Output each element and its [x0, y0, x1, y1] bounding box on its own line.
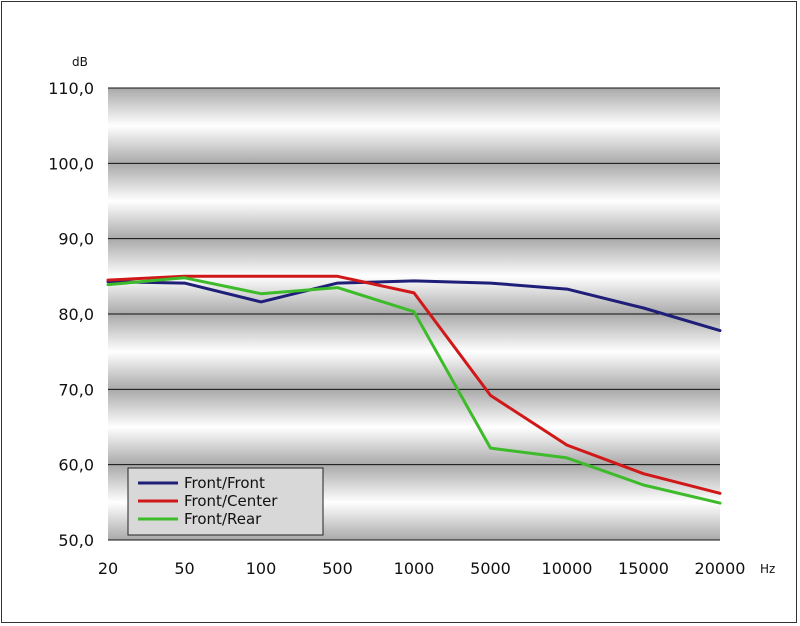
- legend: Front/Front Front/Center Front/Rear: [127, 467, 324, 536]
- x-tick-label: 20: [98, 559, 118, 578]
- plot-band: [108, 163, 720, 239]
- y-tick-label: 90,0: [58, 230, 94, 249]
- series-line-front-front: [106, 279, 722, 333]
- x-tick-label: 10000: [542, 559, 593, 578]
- y-axis-label: dB: [72, 55, 88, 69]
- x-tick-label: 5000: [470, 559, 511, 578]
- x-tick-label: 50: [174, 559, 194, 578]
- y-axis-ticks: 50,0 60,0 70,0 80,0 90,0 100,0 110,0: [48, 79, 94, 550]
- x-tick-label: 20000: [695, 559, 746, 578]
- series-line-front-center: [106, 274, 722, 495]
- plot-band: [108, 389, 720, 465]
- y-tick-label: 110,0: [48, 79, 94, 98]
- plot-band: [108, 314, 720, 390]
- legend-label-front-center: Front/Center: [184, 492, 278, 510]
- series-lines: [106, 274, 722, 505]
- plot-band: [108, 88, 720, 164]
- y-tick-label: 80,0: [58, 305, 94, 324]
- y-tick-label: 100,0: [48, 154, 94, 173]
- legend-label-front-front: Front/Front: [184, 474, 265, 492]
- x-axis-ticks: 20 50 100 500 1000 5000 10000 15000 20000: [98, 559, 746, 578]
- y-tick-label: 50,0: [58, 531, 94, 550]
- legend-label-front-rear: Front/Rear: [184, 510, 262, 528]
- x-axis-label: Hz: [760, 562, 775, 576]
- series-line-front-rear: [106, 276, 722, 505]
- y-tick-label: 60,0: [58, 456, 94, 475]
- y-tick-label: 70,0: [58, 380, 94, 399]
- x-tick-label: 500: [322, 559, 353, 578]
- x-tick-label: 15000: [618, 559, 669, 578]
- x-tick-label: 1000: [394, 559, 435, 578]
- x-tick-label: 100: [246, 559, 277, 578]
